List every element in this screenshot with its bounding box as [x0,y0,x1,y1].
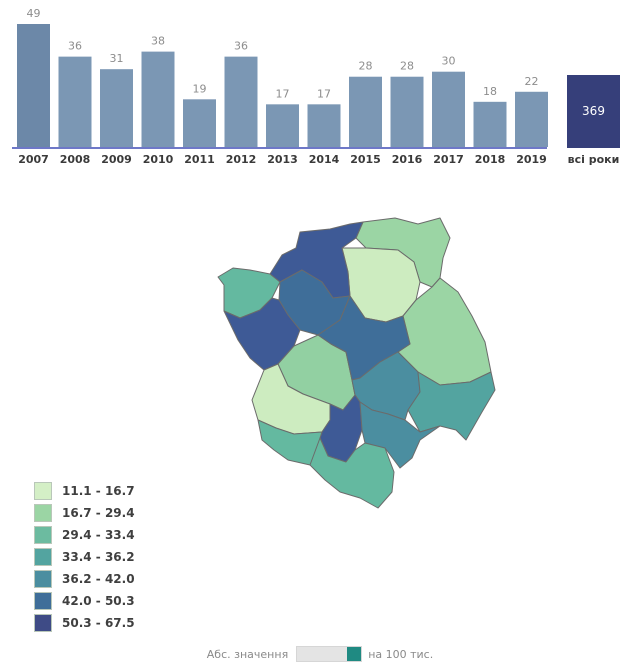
bar-2011[interactable] [183,99,216,147]
bar-2009[interactable] [100,69,133,147]
bar-value-label: 22 [525,75,539,88]
total-value-label: 369 [582,104,605,118]
bar-2018[interactable] [473,101,507,147]
map-region[interactable] [317,295,411,381]
legend-swatch [34,548,52,566]
total-bar[interactable] [567,75,620,148]
bar-value-label: 31 [110,52,124,65]
map-region[interactable] [309,437,395,509]
bar-2013[interactable] [266,104,299,147]
x-tick-label: 2007 [18,153,49,166]
bar-2015[interactable] [349,76,382,147]
mode-switch[interactable] [296,646,363,662]
legend-label: 50.3 - 67.5 [62,616,135,630]
legend-swatch [34,482,52,500]
legend-label: 42.0 - 50.3 [62,594,135,608]
bar-value-label: 38 [151,35,165,48]
region-map [217,217,496,509]
bar-chart: 49 2007 36 2008 31 2009 38 2010 19 2011 36 2012 17 20… [12,7,620,166]
x-tick-label: 2019 [516,153,547,166]
x-tick-label: 2017 [433,153,464,166]
x-tick-label: 2012 [226,153,257,166]
legend-item: 16.7 - 29.4 [34,502,135,524]
map-region[interactable] [223,297,301,371]
legend-label: 11.1 - 16.7 [62,484,135,498]
x-tick-label: 2013 [267,153,298,166]
legend-swatch [34,526,52,544]
legend-swatch [34,614,52,632]
bar-value-label: 17 [276,87,290,100]
x-tick-label: 2014 [309,153,340,166]
bar-2014[interactable] [307,104,341,147]
legend-item: 29.4 - 33.4 [34,524,135,546]
x-tick-label: 2016 [392,153,423,166]
bar-value-label: 19 [193,82,207,95]
x-tick-label: 2011 [184,153,215,166]
bar-value-label: 28 [359,60,373,73]
bar-2016[interactable] [390,76,424,147]
bar-2012[interactable] [224,56,258,147]
bar-2017[interactable] [432,71,465,147]
bar-value-label: 36 [234,40,248,53]
x-tick-label: 2009 [101,153,132,166]
legend-item: 42.0 - 50.3 [34,590,135,612]
x-tick-label: 2018 [475,153,506,166]
legend-item: 33.4 - 36.2 [34,546,135,568]
x-tick-label: 2008 [60,153,91,166]
bar-2008[interactable] [58,56,92,147]
legend-swatch [34,570,52,588]
legend-label: 36.2 - 42.0 [62,572,135,586]
bar-2010[interactable] [141,51,175,147]
legend-label: 16.7 - 29.4 [62,506,135,520]
mode-switch-knob[interactable] [347,647,362,661]
legend-item: 50.3 - 67.5 [34,612,135,634]
bar-2019[interactable] [515,91,548,147]
value-mode-toggle: Абс. значення на 100 тис. [0,644,640,664]
bar-value-label: 28 [400,60,414,73]
x-tick-label: 2010 [143,153,174,166]
legend-swatch [34,504,52,522]
map-legend: 11.1 - 16.7 16.7 - 29.4 29.4 - 33.4 33.4 - … [34,480,135,634]
bar-value-label: 30 [442,55,456,68]
bar-value-label: 36 [68,40,82,53]
legend-item: 36.2 - 42.0 [34,568,135,590]
per-100k-label[interactable]: на 100 тис. [368,647,434,661]
absolute-values-label[interactable]: Абс. значення [206,647,289,661]
total-category-label: всі роки [568,153,620,166]
legend-label: 29.4 - 33.4 [62,528,135,542]
legend-swatch [34,592,52,610]
bar-value-label: 18 [483,85,497,98]
bar-2007[interactable] [17,24,50,147]
x-tick-label: 2015 [350,153,381,166]
bar-value-label: 17 [317,87,331,100]
bar-value-label: 49 [27,7,41,20]
map-region[interactable] [407,371,496,441]
legend-label: 33.4 - 36.2 [62,550,135,564]
legend-item: 11.1 - 16.7 [34,480,135,502]
